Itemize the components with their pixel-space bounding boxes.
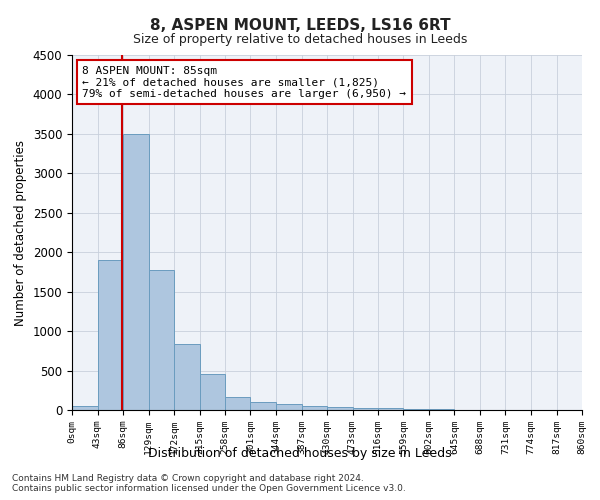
Bar [225,398,251,410]
Bar [403,409,429,410]
Bar [327,407,353,410]
Y-axis label: Number of detached properties: Number of detached properties [14,140,27,326]
Bar [378,408,403,410]
Bar [72,406,97,410]
Bar [353,408,378,410]
Text: Contains public sector information licensed under the Open Government Licence v3: Contains public sector information licen… [12,484,406,493]
Bar [97,260,123,410]
Text: 8 ASPEN MOUNT: 85sqm
← 21% of detached houses are smaller (1,825)
79% of semi-de: 8 ASPEN MOUNT: 85sqm ← 21% of detached h… [82,66,406,99]
Text: Size of property relative to detached houses in Leeds: Size of property relative to detached ho… [133,32,467,46]
Bar [251,402,276,410]
Bar [199,374,225,410]
Text: 8, ASPEN MOUNT, LEEDS, LS16 6RT: 8, ASPEN MOUNT, LEEDS, LS16 6RT [149,18,451,32]
Text: Distribution of detached houses by size in Leeds: Distribution of detached houses by size … [148,448,452,460]
Bar [123,134,149,410]
Bar [276,404,302,410]
Bar [174,344,199,410]
Bar [149,270,174,410]
Text: Contains HM Land Registry data © Crown copyright and database right 2024.: Contains HM Land Registry data © Crown c… [12,474,364,483]
Bar [302,406,327,410]
